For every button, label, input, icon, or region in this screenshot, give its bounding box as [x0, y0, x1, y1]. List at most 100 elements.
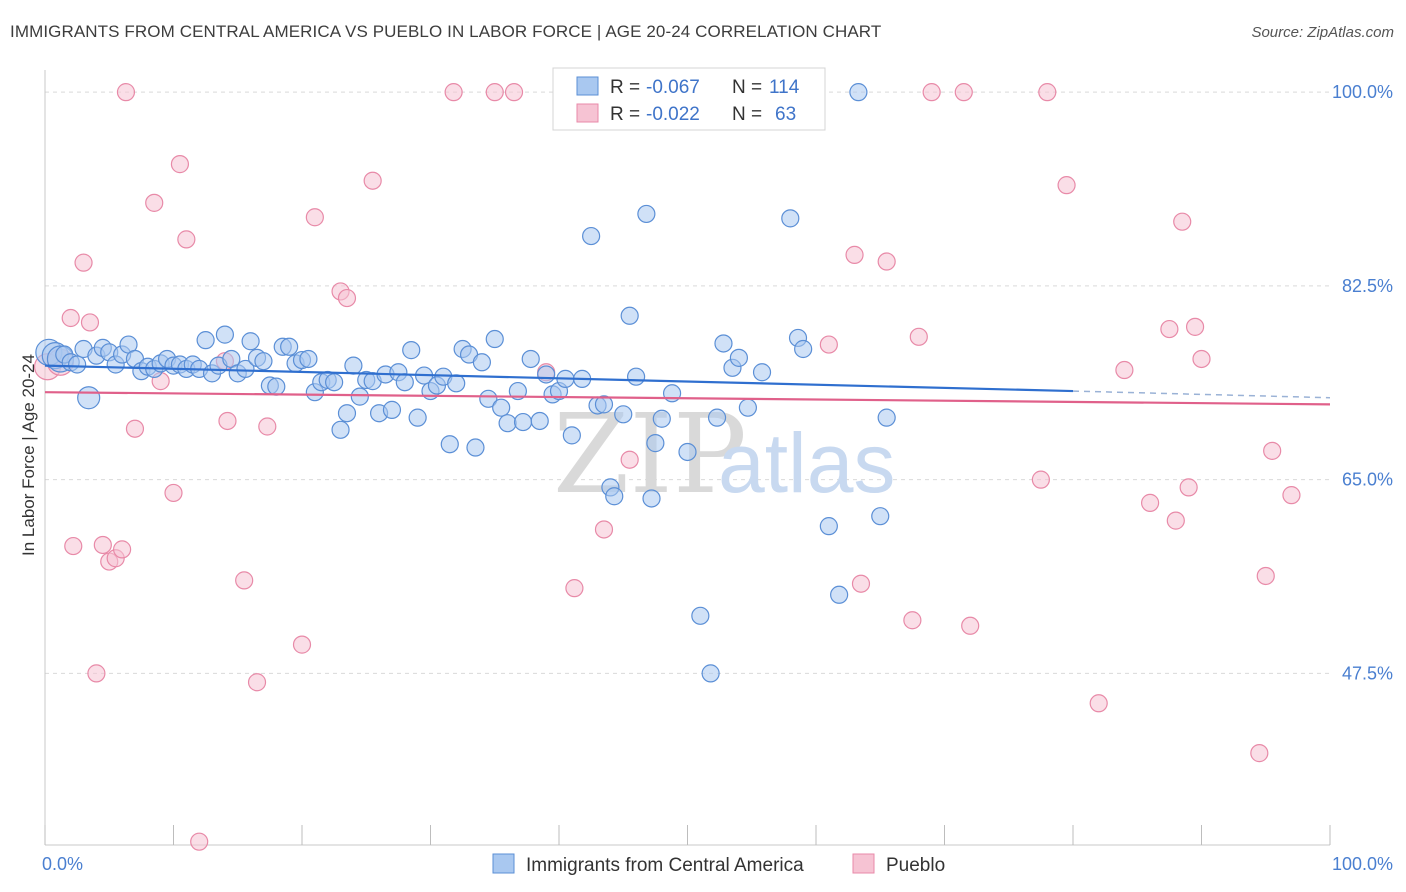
blue-point-68	[472, 353, 491, 372]
blue-point-99	[701, 664, 720, 683]
pink-point-51	[1160, 319, 1179, 339]
blue-point-87	[605, 487, 624, 506]
blue-point-74	[513, 412, 533, 432]
legend-r-value-pink: -0.022	[646, 104, 700, 125]
blue-point-70	[485, 329, 504, 349]
pink-point-52	[1166, 511, 1185, 530]
blue-point-58	[408, 408, 427, 427]
pink-point-35	[620, 450, 639, 469]
pink-point-36	[819, 335, 838, 354]
pink-point-22	[247, 673, 267, 692]
bottom-legend-swatch-pink	[852, 853, 875, 874]
legend-n-value-blue: 114	[769, 77, 800, 98]
pink-point-60	[1282, 486, 1301, 505]
blue-point-32	[241, 332, 260, 351]
blue-point-98	[691, 606, 710, 625]
pink-point-40	[903, 611, 922, 630]
blue-point-36	[267, 377, 286, 396]
pink-point-57	[1250, 744, 1269, 763]
bottom-legend-label-blue: Immigrants from Central America	[526, 855, 804, 876]
legend-n-label-pink: N =	[732, 104, 762, 125]
pink-point-24	[292, 635, 312, 654]
pink-point-39	[877, 252, 896, 271]
y-tick-labels: 47.5% 65.0% 82.5% 100.0%	[1332, 82, 1393, 683]
pink-point-17	[177, 230, 196, 249]
pink-point-11	[116, 83, 136, 102]
blue-point-100	[707, 408, 727, 427]
blue-point-38	[280, 337, 299, 356]
pink-point-27	[337, 288, 357, 308]
blue-point-64	[447, 374, 466, 393]
blue-point-7	[77, 386, 101, 410]
pink-point-3	[64, 536, 83, 556]
pink-point-43	[954, 83, 973, 102]
bottom-legend: Immigrants from Central America Pueblo	[492, 853, 945, 876]
pink-point-42	[922, 83, 941, 102]
pink-point-55	[1185, 317, 1205, 336]
legend-swatch-blue	[576, 76, 599, 96]
blue-point-105	[752, 363, 772, 382]
blue-point-49	[350, 387, 369, 406]
blue-point-101	[714, 334, 733, 353]
source-label: Source: ZipAtlas.com	[1251, 24, 1394, 41]
pink-point-34	[594, 520, 614, 539]
legend-n-value-pink: 63	[775, 104, 796, 125]
pink-point-23	[258, 417, 277, 436]
blue-point-34	[254, 352, 273, 371]
pink-point-33	[565, 579, 584, 598]
x-tick-label-0: 0.0%	[42, 854, 83, 874]
pink-point-50	[1140, 493, 1160, 512]
pink-point-5	[80, 313, 100, 332]
pink-point-30	[485, 83, 504, 102]
pink-point-7	[93, 535, 112, 555]
x-tick-label-1: 100.0%	[1332, 854, 1393, 874]
blue-point-88	[614, 405, 633, 424]
pink-point-49	[1115, 360, 1134, 380]
pink-point-12	[125, 419, 145, 438]
watermark-atlas: atlas	[718, 416, 895, 510]
pink-point-38	[851, 574, 871, 593]
bottom-legend-label-pink: Pueblo	[886, 855, 945, 876]
blue-point-111	[849, 83, 868, 102]
pink-point-31	[504, 83, 524, 102]
blue-point-110	[830, 585, 849, 604]
pink-point-46	[1038, 83, 1057, 102]
blue-point-81	[562, 426, 581, 445]
pink-point-28	[363, 171, 382, 190]
blue-point-104	[738, 398, 757, 417]
pink-point-2	[61, 308, 80, 328]
blue-point-113	[877, 408, 896, 427]
pink-point-56	[1192, 349, 1211, 369]
blue-point-54	[382, 400, 402, 419]
y-tick-label-0: 47.5%	[1342, 663, 1393, 683]
blue-point-112	[871, 507, 890, 526]
blue-point-97	[678, 442, 697, 462]
blue-point-63	[440, 435, 459, 454]
blue-point-25	[196, 331, 215, 350]
blue-point-93	[646, 434, 665, 453]
pink-point-45	[1031, 470, 1050, 489]
pink-point-54	[1179, 478, 1198, 497]
blue-point-106	[781, 209, 800, 228]
pink-point-10	[112, 540, 132, 559]
top-legend: R = -0.067 N = 114 R = -0.022 N = 63	[552, 67, 826, 131]
blue-point-69	[479, 389, 498, 408]
blue-point-48	[344, 356, 363, 375]
trend-line-central-america	[44, 364, 1074, 393]
pink-point-37	[845, 245, 864, 264]
blue-point-28	[215, 325, 234, 344]
pink-point-6	[87, 664, 106, 683]
blue-point-31	[236, 359, 255, 379]
pink-point-4	[74, 253, 93, 272]
legend-n-label-blue: N =	[732, 77, 762, 98]
blue-point-47	[337, 404, 357, 423]
trend-lines	[44, 364, 1331, 406]
blue-point-73	[508, 381, 527, 401]
pink-point-41	[909, 327, 928, 346]
pink-point-48	[1089, 694, 1108, 713]
blue-point-85	[594, 395, 614, 414]
trend-line-pueblo	[44, 391, 1331, 406]
blue-point-94	[652, 409, 671, 428]
y-tick-label-1: 65.0%	[1342, 470, 1393, 490]
